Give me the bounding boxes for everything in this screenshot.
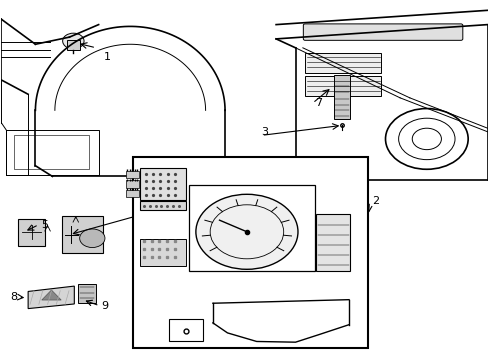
Bar — [188, 185, 314, 271]
Bar — [66, 40, 80, 50]
Text: 4: 4 — [272, 300, 279, 310]
Bar — [126, 180, 138, 188]
Bar — [305, 76, 380, 96]
Polygon shape — [41, 290, 61, 300]
Text: 6: 6 — [140, 211, 147, 221]
Text: 9: 9 — [101, 301, 108, 311]
FancyBboxPatch shape — [303, 24, 462, 40]
Bar — [78, 284, 96, 303]
Bar — [6, 130, 99, 175]
Circle shape — [80, 229, 105, 248]
Bar — [19, 219, 45, 246]
Bar — [126, 190, 138, 197]
Circle shape — [62, 33, 84, 49]
Bar — [316, 214, 350, 271]
Bar — [169, 319, 203, 341]
Polygon shape — [28, 286, 74, 309]
Text: 3: 3 — [261, 127, 268, 137]
Bar — [14, 135, 89, 169]
Text: 8: 8 — [10, 292, 17, 302]
Bar — [140, 168, 186, 200]
Bar — [126, 171, 138, 178]
Text: 2: 2 — [371, 197, 378, 206]
Bar — [140, 239, 186, 266]
Text: 5: 5 — [41, 220, 48, 230]
Bar — [305, 53, 380, 73]
Bar — [132, 157, 368, 348]
Bar — [334, 75, 349, 119]
Bar — [62, 216, 103, 253]
Circle shape — [196, 194, 297, 269]
Text: 7: 7 — [314, 98, 322, 108]
Bar — [140, 202, 186, 210]
Text: 1: 1 — [103, 52, 110, 62]
